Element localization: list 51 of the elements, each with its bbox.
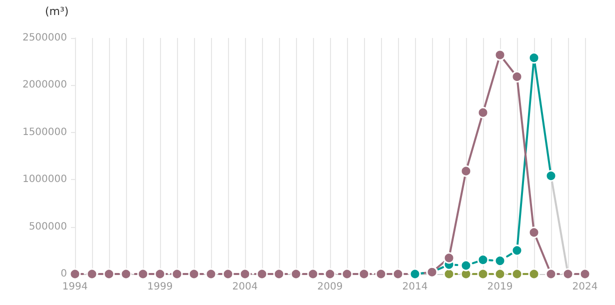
point (171, 268, 183, 280)
point (239, 268, 251, 280)
point (103, 268, 115, 280)
point (562, 268, 574, 280)
x-tick-label: 2009 (317, 282, 343, 292)
point (205, 268, 217, 280)
x-tick-label: 2019 (487, 282, 513, 292)
point (477, 254, 489, 266)
point (477, 106, 489, 118)
point (273, 268, 285, 280)
y-tick-label: 2000000 (22, 80, 67, 91)
point (579, 268, 591, 280)
point (256, 268, 268, 280)
x-tick-label: 1994 (62, 282, 88, 292)
point (494, 268, 506, 280)
point (222, 268, 234, 280)
y-tick-label: 0 (60, 268, 67, 280)
point (511, 268, 523, 280)
point (188, 268, 200, 280)
point (528, 52, 540, 64)
point (392, 268, 404, 280)
point (494, 255, 506, 267)
point (545, 170, 557, 182)
point (494, 49, 506, 61)
point (477, 268, 489, 280)
point (290, 268, 302, 280)
x-tick-label: 1999 (147, 282, 173, 292)
y-tick-label: 1000000 (22, 174, 67, 186)
point (341, 268, 353, 280)
point (460, 165, 472, 177)
x-tick-label: 2024 (572, 282, 598, 292)
point (69, 268, 81, 280)
point (86, 268, 98, 280)
point (120, 268, 132, 280)
y-tick-label: 1500000 (22, 126, 67, 138)
y-tick-label: 500000 (28, 221, 67, 232)
x-tick-label: 2004 (232, 282, 258, 292)
point (511, 70, 523, 82)
point (137, 268, 149, 280)
point (443, 252, 455, 264)
point (324, 268, 336, 280)
point (307, 268, 319, 280)
point (358, 268, 370, 280)
point (154, 268, 166, 280)
point (460, 260, 472, 272)
y-tick-label: 2500000 (22, 32, 67, 44)
x-tick-label: 2014 (402, 282, 428, 292)
point (375, 268, 387, 280)
point (528, 226, 540, 238)
point (528, 268, 540, 280)
y-axis-title: (m³) (45, 5, 69, 18)
